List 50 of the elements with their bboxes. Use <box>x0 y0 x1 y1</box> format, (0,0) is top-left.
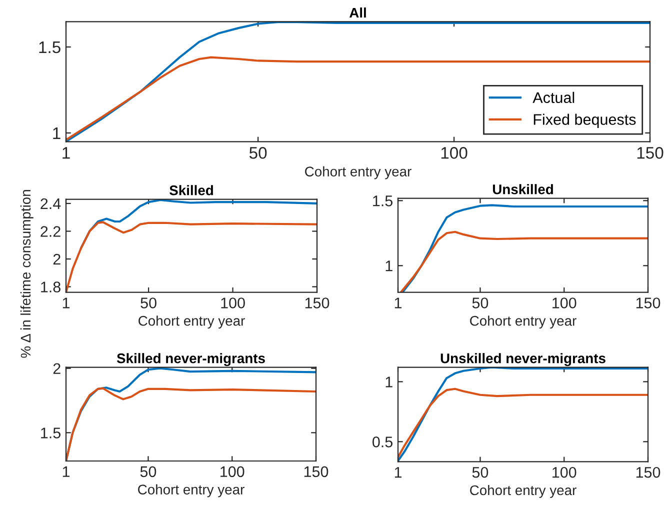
y-tick-label: 1.8 <box>41 282 60 292</box>
x-tick-label: 150 <box>636 466 660 478</box>
y-tick-label: 1.5 <box>373 196 392 206</box>
x-tick-label: 100 <box>221 298 245 308</box>
y-tick-label: 1 <box>386 260 392 272</box>
y-tick-label: 1 <box>386 376 392 388</box>
x-axis-title: Cohort entry year <box>138 316 245 329</box>
y-tick-label: 2.2 <box>40 226 60 237</box>
chart-title: Skilled never-migrants <box>116 353 265 366</box>
x-axis-title: Cohort entry year <box>138 484 244 498</box>
chart-title: All <box>349 7 366 18</box>
x-tick-label: 1 <box>394 467 402 478</box>
x-tick-label: 1 <box>62 466 70 477</box>
x-axis-title: Cohort entry year <box>305 166 412 180</box>
x-tick-label: 50 <box>472 298 488 308</box>
x-tick-label: 150 <box>637 147 664 159</box>
chart-title: Unskilled <box>492 184 553 194</box>
x-tick-label: 1 <box>62 147 70 159</box>
line-series <box>402 204 648 292</box>
y-tick-label: 1.5 <box>39 42 60 54</box>
y-tick-label: 0.5 <box>372 436 392 448</box>
legend-label: Actual <box>532 92 574 104</box>
legend-label: Fixed bequests <box>534 114 636 128</box>
chart-title: Unskilled never-migrants <box>440 353 606 366</box>
x-tick-label: 50 <box>140 466 156 478</box>
x-tick-label: 150 <box>304 466 328 478</box>
x-tick-label: 50 <box>472 466 488 478</box>
line-series <box>400 230 648 292</box>
y-tick-label: 2 <box>53 254 60 265</box>
x-axis-title: Cohort entry year <box>470 316 576 329</box>
x-tick-label: 50 <box>249 147 267 159</box>
x-tick-label: 100 <box>220 466 244 478</box>
y-tick-label: 1 <box>53 128 60 139</box>
x-tick-label: 1 <box>394 298 402 308</box>
y-tick-label: 1.5 <box>41 428 60 438</box>
line-series <box>66 22 650 142</box>
y-tick-label: 2.4 <box>40 198 61 209</box>
x-tick-label: 50 <box>140 298 156 308</box>
x-tick-label: 100 <box>441 147 468 159</box>
y-tick-label: 2 <box>53 363 60 374</box>
chart-title: Skilled <box>170 185 213 196</box>
y-axis-title: % Δ in lifetime consumption <box>20 190 34 358</box>
x-tick-label: 150 <box>636 298 660 308</box>
line-series <box>398 388 648 458</box>
x-axis-title: Cohort entry year <box>470 484 576 498</box>
x-tick-label: 1 <box>62 298 70 308</box>
x-tick-label: 100 <box>552 298 576 308</box>
x-tick-label: 150 <box>305 298 330 308</box>
x-tick-label: 100 <box>552 466 576 478</box>
line-series <box>398 367 648 462</box>
